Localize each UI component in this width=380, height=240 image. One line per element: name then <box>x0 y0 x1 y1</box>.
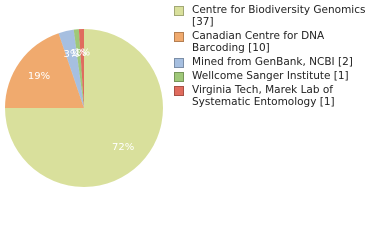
legend-label: Mined from GenBank, NCBI [2] <box>192 56 353 68</box>
pie-chart: 72%19%3%1%1% <box>5 29 163 187</box>
legend: Centre for Biodiversity Genomics [37] Can… <box>174 4 374 110</box>
pie-slice <box>58 29 84 108</box>
pie-slice <box>5 33 84 108</box>
slice-value: 19 <box>28 71 41 82</box>
legend-swatch <box>174 86 184 96</box>
slice-value: 1 <box>71 48 77 59</box>
slice-label: 72% <box>112 142 134 153</box>
legend-swatch <box>174 32 184 42</box>
slice-label: 19% <box>28 71 50 82</box>
legend-swatch <box>174 72 184 82</box>
legend-label: Centre for Biodiversity Genomics [37] <box>192 4 366 28</box>
legend-swatch <box>174 58 184 68</box>
slice-label: 3% <box>63 49 79 60</box>
slice-label: 1% <box>71 48 87 59</box>
legend-label: Canadian Centre for DNA Barcoding [10] <box>192 30 325 54</box>
legend-item: Wellcome Sanger Institute [1] <box>174 70 374 82</box>
slice-label: 1% <box>74 48 90 59</box>
legend-label: Virginia Tech, Marek Lab of Systematic E… <box>192 84 335 108</box>
legend-label: Wellcome Sanger Institute [1] <box>192 70 349 82</box>
legend-item: Virginia Tech, Marek Lab of Systematic E… <box>174 84 374 108</box>
pie-slice <box>78 29 84 108</box>
legend-item: Centre for Biodiversity Genomics [37] <box>174 4 374 28</box>
pie-slice <box>73 29 84 109</box>
slice-value: 1 <box>74 48 80 59</box>
slice-value: 3 <box>63 49 69 60</box>
legend-item: Canadian Centre for DNA Barcoding [10] <box>174 30 374 54</box>
slice-value: 72 <box>112 142 125 153</box>
legend-item: Mined from GenBank, NCBI [2] <box>174 56 374 68</box>
legend-swatch <box>174 6 184 16</box>
